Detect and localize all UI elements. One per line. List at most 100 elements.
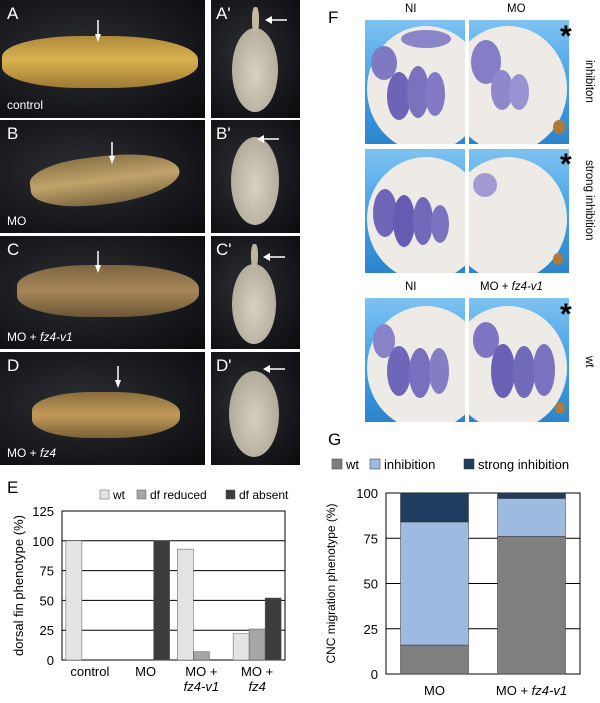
panel-c-prime-image: C' — [211, 236, 300, 349]
asterisk-marker: * — [560, 298, 572, 331]
label-mo: MO — [7, 214, 27, 228]
legend-swatch — [99, 489, 110, 500]
dorsal-fin — [252, 7, 259, 33]
y-tick-label: 100 — [32, 534, 54, 549]
panel-label-c: C — [7, 240, 20, 259]
cnc-stain — [491, 344, 515, 398]
bar-inhibition — [400, 521, 469, 646]
pigment-spot — [553, 120, 565, 134]
column-label-ni: NI — [405, 281, 417, 293]
embryo-image-mo-strong — [469, 149, 569, 273]
panel-label-b-prime: B' — [216, 124, 231, 143]
legend-label: df absent — [239, 488, 289, 502]
legend-swatch — [225, 489, 236, 500]
arrow-left-icon — [263, 360, 285, 378]
panel-d-prime-image: D' — [211, 352, 300, 465]
y-tick-label: 100 — [356, 486, 378, 501]
row-label-strong-inhibition: strong inhibition — [583, 160, 595, 241]
gene-name: fz4-v1 — [511, 281, 543, 293]
cross-section-embryo — [232, 264, 276, 344]
cnc-stain — [387, 346, 411, 396]
column-label-mo: MO — [507, 3, 526, 15]
legend-label: df reduced — [150, 488, 207, 502]
x-tick-label: MO + — [185, 664, 217, 679]
bar-df-absent — [153, 540, 170, 661]
cnc-stain — [431, 205, 449, 243]
x-tick-label: fz4 — [248, 679, 265, 694]
y-axis-label: dorsal fin phenotype (%) — [11, 515, 26, 656]
pigment-spot — [553, 253, 563, 265]
arrow-down-icon — [95, 251, 101, 278]
y-tick-label: 125 — [32, 504, 54, 519]
cross-section-embryo — [231, 137, 279, 225]
bar-df-reduced — [193, 651, 210, 661]
arrow-down-icon — [115, 366, 121, 393]
label-mo-fz4: MO + fz4 — [7, 446, 56, 460]
cnc-stain — [425, 72, 445, 116]
row-label-inhibition: inhibiton — [583, 60, 595, 103]
row-label-wt: wt — [583, 356, 595, 368]
cnc-stain — [473, 173, 497, 197]
arrow-left-icon — [257, 130, 279, 148]
x-tick-label: control — [70, 664, 109, 679]
panel-label-g: G — [328, 430, 342, 449]
panel-label-a-prime: A' — [216, 4, 231, 23]
panel-a-image: A control — [0, 0, 205, 118]
x-tick-label-gene: fz4-v1 — [532, 683, 567, 698]
asterisk-marker: * — [560, 20, 572, 53]
panel-label-e: E — [7, 478, 19, 497]
arrow-down-icon — [109, 142, 115, 169]
tadpole-embryo — [27, 147, 183, 213]
legend-swatch — [463, 458, 475, 470]
cnc-stain — [413, 197, 433, 245]
bar-df-absent — [264, 597, 282, 661]
bar-df-reduced — [248, 628, 266, 661]
embryo-image-mo-fz4v1-wt — [469, 298, 569, 422]
legend-swatch — [136, 489, 147, 500]
panel-label-a: A — [7, 4, 19, 23]
cnc-stain — [513, 346, 535, 398]
arrow-left-icon — [263, 248, 285, 266]
x-tick-label: fz4-v1 — [184, 679, 219, 694]
bar-wt — [497, 536, 566, 675]
y-tick-label: 0 — [371, 667, 378, 682]
x-tick-label: MO + — [241, 664, 273, 679]
legend-swatch — [369, 458, 381, 470]
cnc-stain — [407, 66, 429, 118]
legend-label: strong inhibition — [478, 457, 569, 472]
bar-strong-inhibition — [497, 492, 566, 499]
legend-label: wt — [112, 488, 126, 502]
panel-label-b: B — [7, 124, 19, 143]
panel-label-d: D — [7, 356, 20, 375]
cross-section-embryo — [232, 28, 278, 112]
y-tick-label: 75 — [364, 531, 378, 546]
x-tick-label: MO — [135, 664, 156, 679]
bar-inhibition — [497, 498, 566, 537]
y-tick-label: 25 — [364, 622, 378, 637]
legend-label: inhibition — [384, 457, 435, 472]
arrow-left-icon — [265, 11, 287, 29]
embryo-image-ni-inhibition — [365, 20, 465, 144]
panel-b-prime-image: B' — [211, 120, 300, 233]
cnc-stain — [491, 70, 513, 110]
embryo-image-ni-strong — [365, 149, 465, 273]
cnc-stain — [393, 195, 415, 247]
label-prefix: MO + — [480, 281, 512, 293]
bar-wt — [177, 548, 194, 661]
label-prefix: MO + — [7, 446, 41, 460]
y-tick-label: 75 — [40, 564, 54, 579]
cnc-stain — [409, 348, 431, 398]
arrow-down-icon — [95, 20, 101, 47]
cross-section-embryo — [229, 371, 279, 457]
legend-label: wt — [345, 457, 359, 472]
x-tick-label-prefix: MO + — [496, 683, 532, 698]
panel-b-image: B MO — [0, 120, 205, 233]
bar-strong-inhibition — [400, 492, 469, 523]
panel-label-c-prime: C' — [216, 240, 232, 259]
legend-swatch — [331, 458, 343, 470]
column-label-mo-fz4v1: MO + fz4-v1 — [480, 281, 543, 293]
cnc-stain — [429, 348, 449, 394]
tadpole-embryo — [2, 36, 198, 88]
y-tick-label: 50 — [40, 593, 54, 608]
bar-wt — [65, 540, 83, 661]
